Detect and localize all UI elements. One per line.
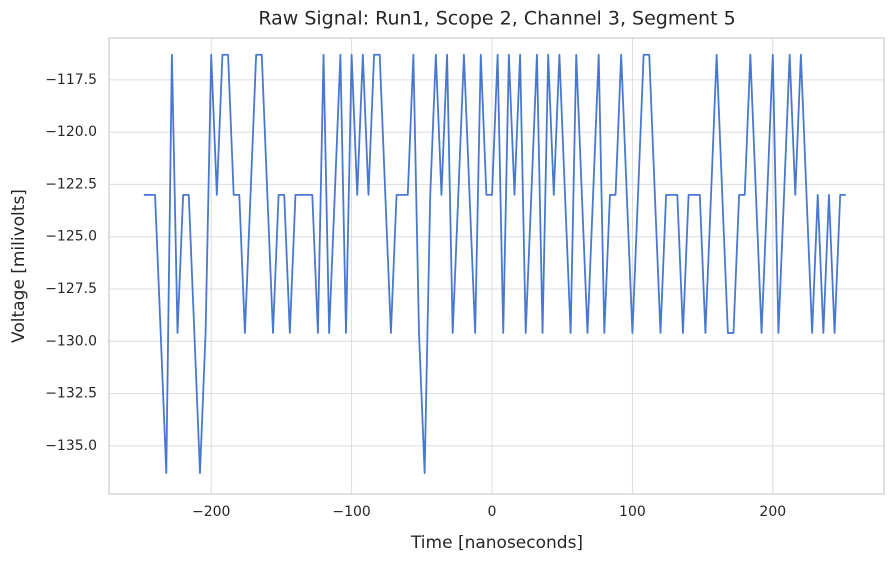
y-tick-label: −135.0 [45, 438, 97, 454]
y-tick-label: −117.5 [45, 72, 97, 88]
x-tick-label: 100 [619, 504, 646, 520]
x-tick-label: −200 [192, 504, 230, 520]
x-tick-label: 0 [488, 504, 497, 520]
y-tick-label: −120.0 [45, 124, 97, 140]
y-tick-label: −132.5 [45, 386, 97, 402]
chart-title: Raw Signal: Run1, Scope 2, Channel 3, Se… [258, 8, 735, 30]
x-tick-label: 200 [759, 504, 786, 520]
signal-line [143, 53, 846, 474]
x-axis-label: Time [nanoseconds] [410, 533, 583, 553]
plot-frame [108, 37, 885, 495]
y-tick-label: −122.5 [45, 176, 97, 192]
y-tick-label: −125.0 [45, 229, 97, 245]
y-tick-label: −127.5 [45, 281, 97, 297]
y-tick-label: −130.0 [45, 333, 97, 349]
y-axis-label: Voltage [milivolts] [9, 189, 29, 343]
x-tick-label: −100 [332, 504, 370, 520]
